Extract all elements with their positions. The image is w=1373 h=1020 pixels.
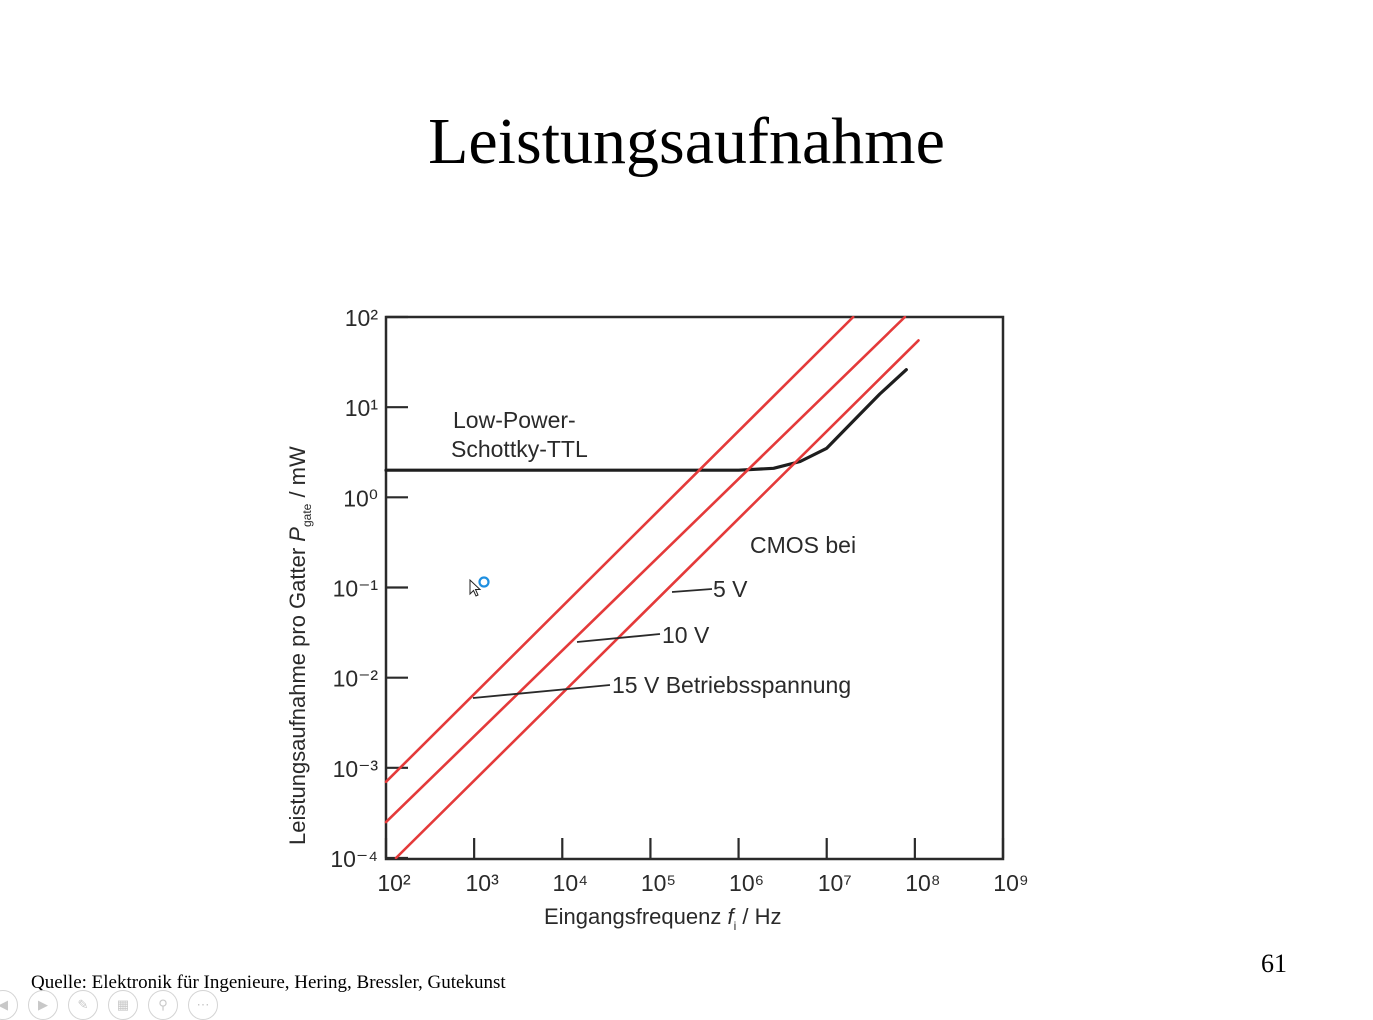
more-icon[interactable]: ⋯	[188, 990, 218, 1020]
y-axis-label: Leistungsaufnahme pro Gatter Pgate / mW	[285, 446, 314, 845]
y-tick-label: 10⁻¹	[333, 576, 379, 602]
series-line-cmos-5v	[394, 339, 920, 859]
y-axis-label-text: Leistungsaufnahme pro Gatter	[285, 542, 310, 845]
annotation-lines	[472, 588, 713, 699]
annotation-5v: 5 V	[713, 576, 748, 602]
x-tick-label: 10²	[377, 870, 411, 896]
pen-icon[interactable]: ✎	[68, 990, 98, 1020]
x-axis-subscript: i	[734, 919, 737, 933]
y-axis-symbol: P	[285, 527, 310, 542]
x-tick-label: 10⁴	[553, 870, 588, 896]
mouse-cursor-icon	[469, 576, 490, 597]
y-tick-label: 10⁻⁴	[330, 846, 378, 872]
x-axis-label-text: Eingangsfrequenz	[544, 904, 727, 929]
y-tick-label: 10⁰	[343, 485, 378, 511]
y-axis-unit: / mW	[285, 446, 310, 504]
annotation-15v: 15 V Betriebsspannung	[612, 672, 851, 698]
y-tick-label: 10¹	[345, 395, 379, 421]
y-tick-label: 10⁻²	[333, 666, 379, 692]
x-tick-label: 10⁸	[905, 870, 940, 896]
leader-10v	[576, 633, 661, 643]
x-tick-label: 10⁶	[729, 870, 764, 896]
series-line-ttl	[384, 368, 908, 472]
play-icon[interactable]: ▶	[28, 990, 58, 1020]
annotation-ttl-line2: Schottky-TTL	[451, 436, 588, 462]
x-tick-label: 10³	[466, 870, 500, 896]
x-axis-unit: / Hz	[736, 904, 781, 929]
series-line-cmos-15v	[384, 316, 855, 784]
annotation-cmos-header: CMOS bei	[750, 532, 856, 558]
x-tick-label: 10⁷	[818, 870, 852, 896]
source-citation: Quelle: Elektronik für Ingenieure, Herin…	[31, 972, 506, 993]
x-axis-label: Eingangsfrequenz fi / Hz	[544, 904, 782, 933]
zoom-icon[interactable]: ⚲	[148, 990, 178, 1020]
y-axis-subscript: gate	[300, 503, 314, 527]
x-axis-symbol: f	[727, 904, 736, 929]
leader-5v	[671, 588, 713, 593]
series-line-cmos-10v	[384, 316, 907, 824]
slides-icon[interactable]: ▦	[108, 990, 138, 1020]
x-tick-label: 10⁹	[993, 870, 1028, 896]
y-tick-label: 10⁻³	[333, 756, 379, 782]
x-tick-label: 10⁵	[641, 870, 676, 896]
y-tick-label: 10²	[345, 305, 379, 331]
page-number: 61	[1261, 949, 1287, 978]
annotation-10v: 10 V	[662, 622, 710, 648]
slide-title: Leistungsaufnahme	[428, 105, 945, 178]
annotation-ttl-line1: Low-Power-	[453, 407, 576, 433]
leader-15v	[472, 684, 611, 699]
